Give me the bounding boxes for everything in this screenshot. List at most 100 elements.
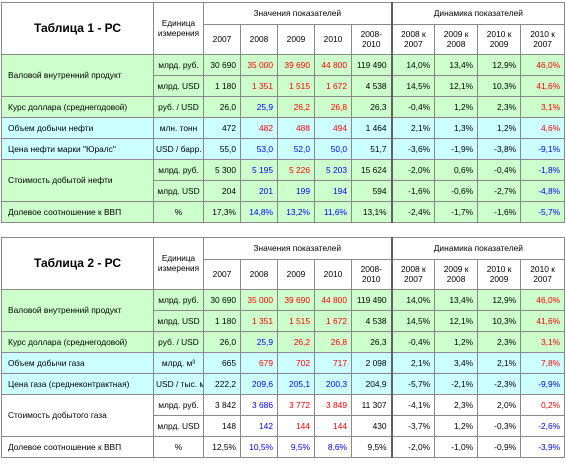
value-cell: 10,5%	[240, 436, 278, 458]
value-cell: 11 307	[350, 394, 393, 416]
dynamics-cell: 12,9%	[477, 289, 522, 311]
value-cell: 4 538	[350, 310, 393, 332]
dynamics-cell: -1,7%	[434, 201, 479, 223]
value-cell: 51,7	[350, 138, 393, 160]
dynamics-cell: 3,1%	[520, 331, 566, 353]
dynamics-cell: 12,1%	[434, 310, 479, 332]
value-cell: 8,6%	[314, 436, 352, 458]
unit-cell: млрд. руб.	[153, 394, 204, 416]
value-cell: 39 690	[277, 289, 315, 311]
row-label: Объем добычи газа	[1, 352, 154, 374]
value-cell: 222,2	[203, 373, 241, 395]
value-cell: 472	[203, 117, 241, 139]
value-cell: 3 849	[314, 394, 352, 416]
unit-cell: %	[153, 436, 204, 458]
dynamics-cell: 14,0%	[391, 289, 436, 311]
table-row: Курс доллара (среднегодовой) руб. / USD 26…	[1, 331, 566, 353]
value-cell: 717	[314, 352, 352, 374]
value-cell: 55,0	[203, 138, 241, 160]
unit-cell: USD / барр.	[153, 138, 204, 160]
value-cell: 26,2	[277, 331, 315, 353]
value-cell: 144	[277, 415, 315, 437]
dynamics-group-header: Динамика показателей	[391, 237, 566, 260]
dynamics-cell: 2,0%	[477, 394, 522, 416]
value-cell: 5 226	[277, 159, 315, 181]
value-cell: 26,2	[277, 96, 315, 118]
dynamics-cell: -4,1%	[391, 394, 436, 416]
year-header: 2010	[314, 259, 352, 290]
row-label: Валовой внутренний продукт	[1, 289, 154, 332]
unit-cell: млрд. USD	[153, 75, 204, 97]
value-cell: 26,3	[350, 331, 393, 353]
dynamics-cell: 13,4%	[434, 289, 479, 311]
value-cell: 25,9	[240, 96, 278, 118]
value-cell: 679	[240, 352, 278, 374]
dynamics-period-header: 2008 к 2007	[391, 24, 436, 55]
dynamics-cell: 41,6%	[520, 75, 566, 97]
dynamics-cell: 41,6%	[520, 310, 566, 332]
unit-cell: млрд. USD	[153, 180, 204, 202]
dynamics-cell: -3,9%	[520, 436, 566, 458]
value-cell: 148	[203, 415, 241, 437]
dynamics-cell: -1,9%	[434, 138, 479, 160]
value-cell: 13,2%	[277, 201, 315, 223]
dynamics-cell: 1,2%	[434, 331, 479, 353]
value-cell: 5 195	[240, 159, 278, 181]
value-cell: 1 180	[203, 75, 241, 97]
value-cell: 1 351	[240, 310, 278, 332]
value-cell: 5 300	[203, 159, 241, 181]
table-title: Таблица 2 - РС	[1, 237, 154, 290]
dynamics-period-header: 2010 к 2007	[520, 259, 566, 290]
table-row: Объем добычи нефти млн. тонн 472 482 488 494 1…	[1, 117, 566, 139]
table-row: Валовой внутренний продукт млрд. руб. 30 6…	[1, 54, 566, 97]
value-cell: 17,3%	[203, 201, 241, 223]
unit-cell: млн. тонн	[153, 117, 204, 139]
values-group-header: Значения показателей	[202, 237, 393, 260]
dynamics-group-header: Динамика показателей	[391, 2, 566, 25]
unit-header: Единица измерения	[153, 237, 204, 290]
value-cell: 39 690	[277, 54, 315, 76]
dynamics-cell: 2,1%	[477, 352, 522, 374]
table-row: Стоимость добытого газа млрд. руб. 3 842 3 …	[1, 394, 566, 437]
table-row: Курс доллара (среднегодовой) руб. / USD 26…	[1, 96, 566, 118]
table-row: Объем добычи газа млрд. м³ 665 679 702 717 2 0…	[1, 352, 566, 374]
value-cell: 1 515	[277, 310, 315, 332]
value-cell: 494	[314, 117, 352, 139]
row-label: Цена газа (среднеконтрактная)	[1, 373, 154, 395]
value-cell: 9,5%	[350, 436, 393, 458]
unit-cell: млрд. руб.	[153, 159, 204, 181]
value-cell: 30 690	[203, 289, 241, 311]
dynamics-cell: -5,7%	[520, 201, 566, 223]
table-title: Таблица 1 - РС	[1, 2, 154, 55]
dynamics-cell: 10,3%	[477, 310, 522, 332]
dynamics-cell: 2,1%	[391, 117, 436, 139]
dynamics-cell: 1,2%	[434, 96, 479, 118]
row-label: Курс доллара (среднегодовой)	[1, 331, 154, 353]
dynamics-cell: -9,1%	[520, 138, 566, 160]
year-header: 2010	[314, 24, 352, 55]
value-cell: 30 690	[203, 54, 241, 76]
value-cell: 1 351	[240, 75, 278, 97]
dynamics-cell: 4,6%	[520, 117, 566, 139]
row-label: Долевое соотношение к ВВП	[1, 436, 154, 458]
dynamics-cell: 13,4%	[434, 54, 479, 76]
unit-cell: руб. / USD	[153, 331, 204, 353]
dynamics-cell: -5,7%	[391, 373, 436, 395]
value-cell: 194	[314, 180, 352, 202]
value-cell: 53,0	[240, 138, 278, 160]
value-cell: 5 203	[314, 159, 352, 181]
dynamics-cell: -9,9%	[520, 373, 566, 395]
dynamics-cell: -3,7%	[391, 415, 436, 437]
dynamics-cell: -2,0%	[391, 159, 436, 181]
value-cell: 9,5%	[277, 436, 315, 458]
value-cell: 26,3	[350, 96, 393, 118]
value-cell: 4 538	[350, 75, 393, 97]
dynamics-cell: 2,1%	[391, 352, 436, 374]
dynamics-cell: -4,8%	[520, 180, 566, 202]
dynamics-cell: 3,1%	[520, 96, 566, 118]
table-row: Стоимость добытой нефти млрд. руб. 5 300 5 …	[1, 159, 566, 202]
value-cell: 25,9	[240, 331, 278, 353]
dynamics-cell: -0,9%	[477, 436, 522, 458]
value-cell: 488	[277, 117, 315, 139]
unit-cell: USD / тыс. м³	[153, 373, 204, 395]
